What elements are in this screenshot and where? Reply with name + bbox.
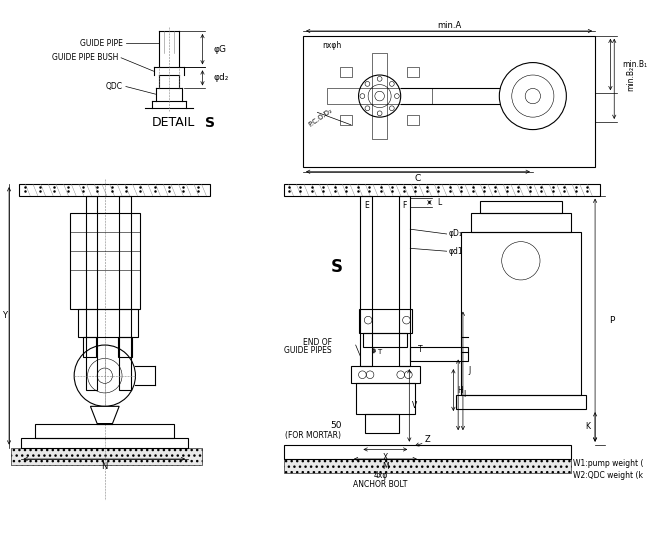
Bar <box>18 184 210 196</box>
Polygon shape <box>90 407 119 423</box>
Bar <box>284 184 600 196</box>
Text: GUIDE PIPES: GUIDE PIPES <box>284 346 332 355</box>
Text: E: E <box>364 201 369 210</box>
Bar <box>471 213 571 232</box>
Bar <box>35 423 174 438</box>
Bar <box>327 89 432 104</box>
Text: C: C <box>415 174 421 183</box>
Text: P: P <box>609 316 614 325</box>
Bar <box>119 196 131 390</box>
Text: I: I <box>464 390 466 399</box>
Text: ANCHOR BOLT: ANCHOR BOLT <box>353 480 408 490</box>
Text: N: N <box>101 462 107 471</box>
Text: T: T <box>417 345 422 354</box>
Text: V: V <box>413 401 418 410</box>
Text: K: K <box>585 422 590 432</box>
Bar <box>461 232 581 395</box>
Text: S: S <box>205 116 215 130</box>
Bar <box>78 309 138 338</box>
Text: H: H <box>457 385 463 394</box>
Bar <box>340 67 352 77</box>
Text: φD₁: φD₁ <box>449 229 462 238</box>
Text: M: M <box>382 462 388 471</box>
Text: END OF: END OF <box>303 338 332 346</box>
Text: min.A: min.A <box>437 21 461 30</box>
Text: W1:pump weight (: W1:pump weight ( <box>573 460 644 468</box>
Text: P.C.O.D₂: P.C.O.D₂ <box>308 107 334 128</box>
Text: Z: Z <box>424 436 430 444</box>
Bar <box>360 196 372 366</box>
Text: φd1: φd1 <box>449 247 463 256</box>
Bar <box>340 115 352 125</box>
Text: J: J <box>468 367 471 375</box>
Bar <box>356 383 415 414</box>
Text: 50: 50 <box>330 421 341 430</box>
Text: GUIDE PIPE: GUIDE PIPE <box>80 39 123 48</box>
Bar <box>284 444 571 459</box>
Text: F: F <box>402 201 407 210</box>
Text: QDC: QDC <box>106 82 123 91</box>
Bar <box>118 338 131 356</box>
Bar <box>11 447 203 465</box>
Text: T: T <box>377 349 381 355</box>
Bar <box>456 395 585 409</box>
Text: W2:QDC weight (k: W2:QDC weight (k <box>573 471 643 480</box>
Bar <box>83 338 96 356</box>
Text: L: L <box>437 198 441 207</box>
Bar <box>71 213 140 309</box>
Bar <box>407 115 419 125</box>
Text: φd₂: φd₂ <box>213 74 228 82</box>
Text: min.B₂: min.B₂ <box>627 66 636 91</box>
Text: X: X <box>383 453 388 462</box>
Bar <box>366 414 399 433</box>
Bar <box>86 196 97 390</box>
Bar <box>303 36 595 167</box>
Bar <box>364 333 407 347</box>
Bar <box>358 309 412 333</box>
Bar <box>20 438 188 447</box>
Bar <box>351 366 420 383</box>
Bar <box>480 202 562 213</box>
Text: 4xφ: 4xφ <box>373 471 388 480</box>
Text: φG: φG <box>213 45 226 53</box>
Text: nxφh: nxφh <box>322 41 341 50</box>
Text: GUIDE PIPE BUSH: GUIDE PIPE BUSH <box>52 53 118 62</box>
Text: (FOR MORTAR): (FOR MORTAR) <box>285 431 341 439</box>
Bar <box>284 459 571 473</box>
Text: Y: Y <box>2 311 7 320</box>
Bar <box>407 67 419 77</box>
Bar <box>410 347 468 361</box>
Text: min.B₁: min.B₁ <box>622 60 647 69</box>
Bar <box>372 53 387 139</box>
Text: DETAIL: DETAIL <box>152 116 196 129</box>
Text: S: S <box>330 258 343 276</box>
Bar <box>399 196 410 366</box>
